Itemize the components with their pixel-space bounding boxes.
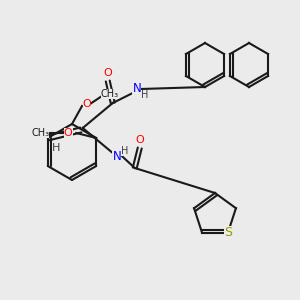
Text: S: S	[224, 226, 232, 239]
Text: H: H	[141, 90, 148, 100]
Text: CH₃: CH₃	[31, 128, 49, 138]
Text: H: H	[121, 146, 128, 156]
Text: O: O	[103, 68, 112, 78]
Text: H: H	[52, 143, 60, 153]
Text: O: O	[82, 99, 91, 109]
Text: O: O	[135, 135, 144, 145]
Text: O: O	[64, 128, 73, 138]
Text: N: N	[132, 82, 141, 95]
Text: N: N	[112, 151, 121, 164]
Text: CH₃: CH₃	[101, 89, 119, 99]
